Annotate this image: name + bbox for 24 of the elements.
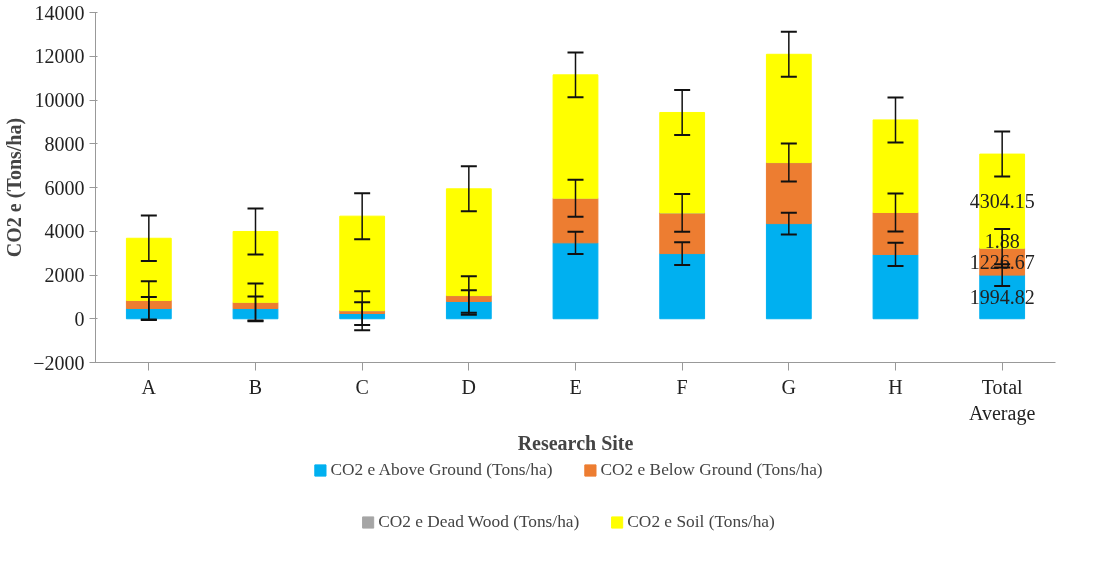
x-tick-label: B xyxy=(248,375,263,398)
x-tick-label: C xyxy=(355,375,369,398)
y-tick-label: 8000 xyxy=(44,132,85,155)
x-tick-label: Total Average xyxy=(969,375,1036,425)
x-tick-label: F xyxy=(676,375,688,398)
y-tick-label: 4000 xyxy=(44,220,85,243)
x-tick-label: D xyxy=(461,375,477,398)
x-tick-label: H xyxy=(888,375,903,398)
y-tick-label: 12000 xyxy=(34,45,85,68)
y-tick-label: 14000 xyxy=(34,1,85,24)
x-tick-label: G xyxy=(781,375,797,398)
legend-label: CO2 e Above Ground (Tons/ha) xyxy=(330,460,553,480)
legend-label: CO2 e Soil (Tons/ha) xyxy=(627,512,775,532)
y-tick-label: 6000 xyxy=(44,176,85,199)
legend-label: CO2 e Dead Wood (Tons/ha) xyxy=(378,512,580,532)
y-tick-label: 10000 xyxy=(34,89,85,111)
y-axis-title: CO2 e (Tons/ha) xyxy=(3,117,27,258)
x-axis-title: Research Site xyxy=(517,431,634,454)
y-tick-label: 2000 xyxy=(44,264,85,286)
x-tick-label: A xyxy=(141,375,157,398)
y-tick-label: 0 xyxy=(74,307,85,330)
legend-label: CO2 e Below Ground (Tons/ha) xyxy=(600,460,823,480)
y-tick-label: −2000 xyxy=(33,351,85,374)
x-tick-label: E xyxy=(569,375,582,398)
